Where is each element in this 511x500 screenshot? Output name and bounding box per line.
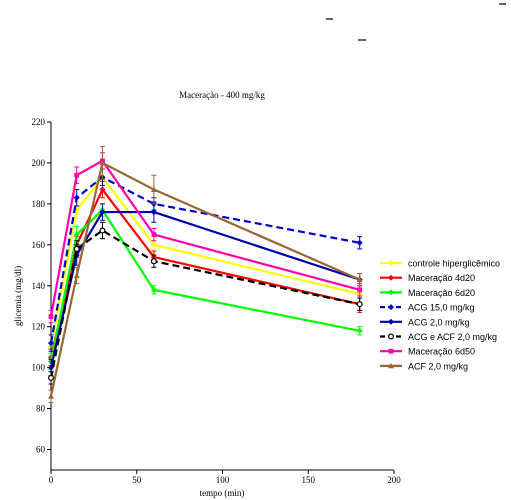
y-tick-label: 140: [32, 281, 46, 291]
legend-label: ACG 15,0 mg/kg: [408, 303, 475, 313]
y-ticks: 60 80 100 120 140 160 180 200 220: [32, 117, 51, 455]
y-tick-label: 120: [32, 322, 46, 332]
data-point: [357, 287, 363, 293]
x-tick-label: 200: [387, 475, 401, 485]
series-group: [48, 201, 363, 377]
chart-title: Maceração - 400 mg/kg: [179, 90, 265, 100]
y-tick-label: 80: [36, 404, 46, 414]
series-group: [48, 180, 363, 367]
x-axis-label: tempo (min): [200, 488, 245, 498]
x-tick-label: 150: [302, 475, 316, 485]
legend-label: ACG e ACF 2,0 mg/kg: [408, 332, 497, 342]
legend-marker: [388, 289, 394, 296]
legend-marker: [388, 304, 394, 311]
series-line: [49, 229, 360, 379]
y-tick-label: 200: [32, 158, 46, 168]
y-tick-label: 180: [32, 199, 46, 209]
legend-item: controle hiperglicêmico: [380, 259, 500, 269]
legend-label: ACG 2,0 mg/kg: [408, 317, 470, 327]
series-group: [47, 221, 363, 385]
legend-marker: [388, 333, 395, 340]
plot-area: 0 50 100 150 200 60 80 100 120 140 160 180 200 220: [32, 117, 402, 485]
data-point: [356, 327, 363, 334]
x-tick-label: 0: [49, 475, 54, 485]
legend-label: ACF 2,0 mg/kg: [408, 361, 468, 371]
data-point: [150, 241, 157, 248]
data-point: [99, 209, 106, 216]
data-point: [151, 232, 157, 237]
legend-label: Maceração 6d20: [408, 288, 475, 298]
data-point: [150, 258, 157, 265]
legend-marker: [388, 318, 394, 325]
legend-marker: [388, 274, 394, 281]
y-tick-label: 220: [32, 117, 46, 127]
y-tick-label: 100: [32, 363, 46, 373]
legend-marker: [388, 260, 394, 266]
data-point: [99, 227, 106, 234]
legend-item: Maceração 4d20: [380, 273, 475, 283]
data-point: [73, 245, 80, 252]
data-point: [356, 301, 363, 308]
data-point: [73, 231, 80, 238]
y-axis-label: glicemia (mg/dl): [13, 266, 23, 326]
data-point: [48, 340, 54, 347]
x-ticks: 0 50 100 150 200: [49, 470, 401, 485]
data-point: [150, 186, 157, 192]
legend-item: Maceração 6d20: [380, 288, 475, 298]
y-tick-label: 160: [32, 240, 46, 250]
data-point: [48, 393, 54, 399]
data-point: [356, 239, 363, 246]
data-point: [99, 186, 106, 193]
series-line: [49, 208, 360, 362]
data-point: [356, 276, 363, 283]
legend-item: Maceração 6d50: [380, 347, 475, 357]
legend-label: controle hiperglicêmico: [408, 259, 500, 269]
data-point: [73, 194, 80, 201]
series-line: [49, 161, 361, 397]
data-point: [150, 286, 157, 293]
legend-marker: [388, 348, 394, 354]
y-tick-label: 60: [36, 445, 46, 455]
data-point: [150, 209, 157, 216]
series-group: [48, 152, 363, 324]
data-point: [48, 314, 54, 319]
legend-item: ACG 2,0 mg/kg: [380, 317, 470, 327]
legend-label: Maceração 6d50: [408, 347, 475, 357]
legend-marker: [388, 362, 394, 369]
data-point: [73, 272, 80, 278]
legend-item: ACG 15,0 mg/kg: [380, 303, 475, 313]
legend: controle hiperglicêmico Maceração 4d20 Mac…: [380, 259, 500, 371]
data-point: [99, 159, 106, 166]
series-layer: [47, 146, 363, 403]
legend-item: ACF 2,0 mg/kg: [380, 361, 468, 371]
x-tick-label: 50: [132, 475, 142, 485]
data-point: [74, 172, 80, 178]
legend-item: ACG e ACF 2,0 mg/kg: [380, 332, 497, 342]
legend-label: Maceração 4d20: [408, 273, 475, 283]
x-tick-label: 100: [216, 475, 230, 485]
series-group: [48, 146, 363, 403]
data-point: [47, 374, 54, 381]
